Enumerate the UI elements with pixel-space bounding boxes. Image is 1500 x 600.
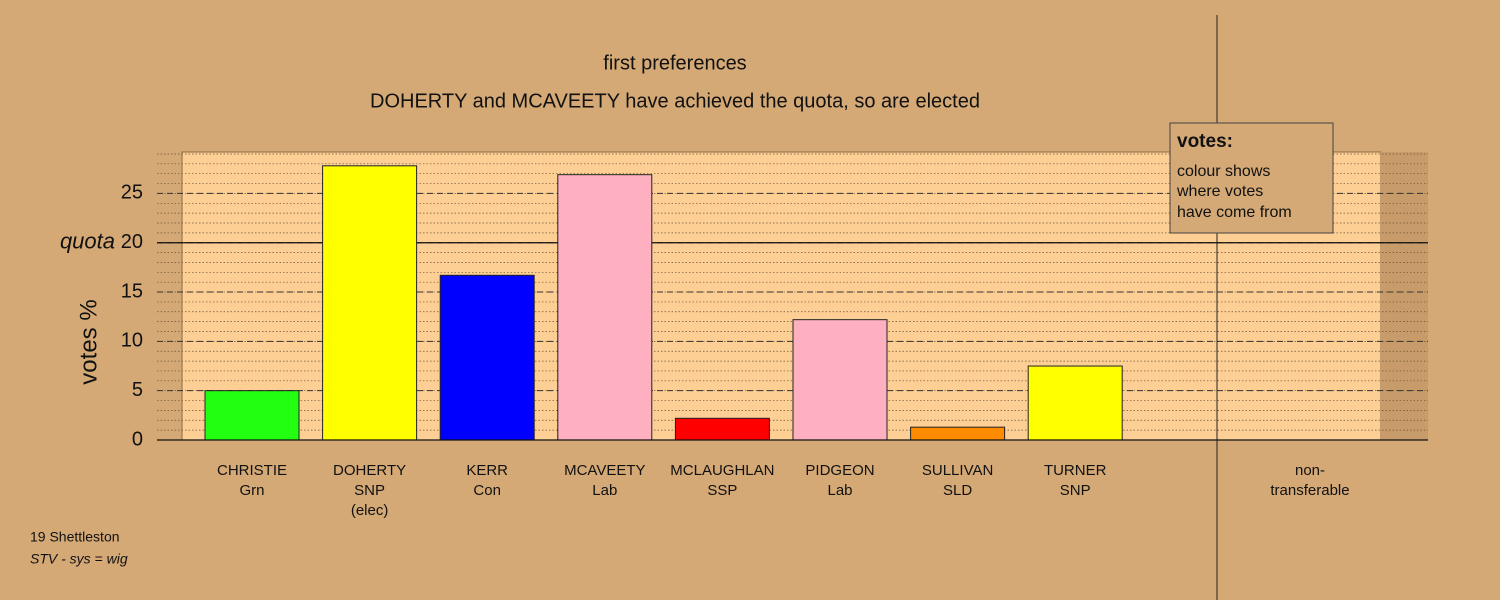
x-tick-label: SULLIVAN — [922, 462, 993, 479]
legend-title: votes: — [1177, 131, 1233, 152]
x-tick-label: CHRISTIE — [217, 462, 287, 479]
plot-margin — [1381, 152, 1428, 440]
x-tick-label: Lab — [592, 482, 617, 499]
x-tick-label: MCLAUGHLAN — [670, 462, 774, 479]
x-tick-label: Con — [473, 482, 501, 499]
legend-line: where votes — [1176, 183, 1263, 200]
x-tick-label: SNP — [354, 482, 385, 499]
y-tick-label: 15 — [121, 280, 143, 302]
quota-label: quota — [60, 229, 115, 254]
x-tick-label: transferable — [1270, 482, 1349, 499]
x-tick-label: SLD — [943, 482, 972, 499]
y-tick-label: 25 — [121, 182, 143, 204]
y-tick-label: 5 — [132, 379, 143, 401]
x-tick-label: MCAVEETY — [564, 462, 645, 479]
x-tick-label: PIDGEON — [805, 462, 874, 479]
x-tick-label: Grn — [239, 482, 264, 499]
x-tick-label: SNP — [1060, 482, 1091, 499]
y-tick-label: 20 — [121, 231, 143, 253]
footer-line: 19 Shettleston — [30, 529, 120, 545]
legend-line: have come from — [1177, 204, 1292, 221]
bar — [439, 274, 535, 441]
x-tick-label: DOHERTY — [333, 462, 406, 479]
bar — [910, 426, 1006, 441]
x-tick-label: non- — [1295, 462, 1325, 479]
footer-line: STV - sys = wig — [30, 551, 128, 567]
y-axis-label: votes % — [75, 299, 102, 384]
bar — [557, 174, 653, 441]
legend-line: colour shows — [1177, 163, 1270, 180]
x-tick-label: TURNER — [1044, 462, 1107, 479]
bar — [204, 390, 300, 441]
bar — [322, 165, 418, 441]
chart-subtitle: DOHERTY and MCAVEETY have achieved the q… — [370, 90, 980, 112]
bar — [1027, 365, 1123, 441]
chart-title: first preferences — [603, 52, 746, 74]
y-tick-label: 0 — [132, 428, 143, 450]
bar — [792, 319, 888, 441]
x-tick-label: KERR — [466, 462, 508, 479]
y-tick-label: 10 — [121, 330, 143, 352]
x-tick-label: Lab — [827, 482, 852, 499]
legend-box — [1169, 122, 1334, 234]
legend: votes: colour shows where votes have com… — [1169, 122, 1334, 234]
bar — [674, 417, 770, 441]
x-tick-label: SSP — [707, 482, 737, 499]
x-tick-label: (elec) — [351, 502, 389, 519]
